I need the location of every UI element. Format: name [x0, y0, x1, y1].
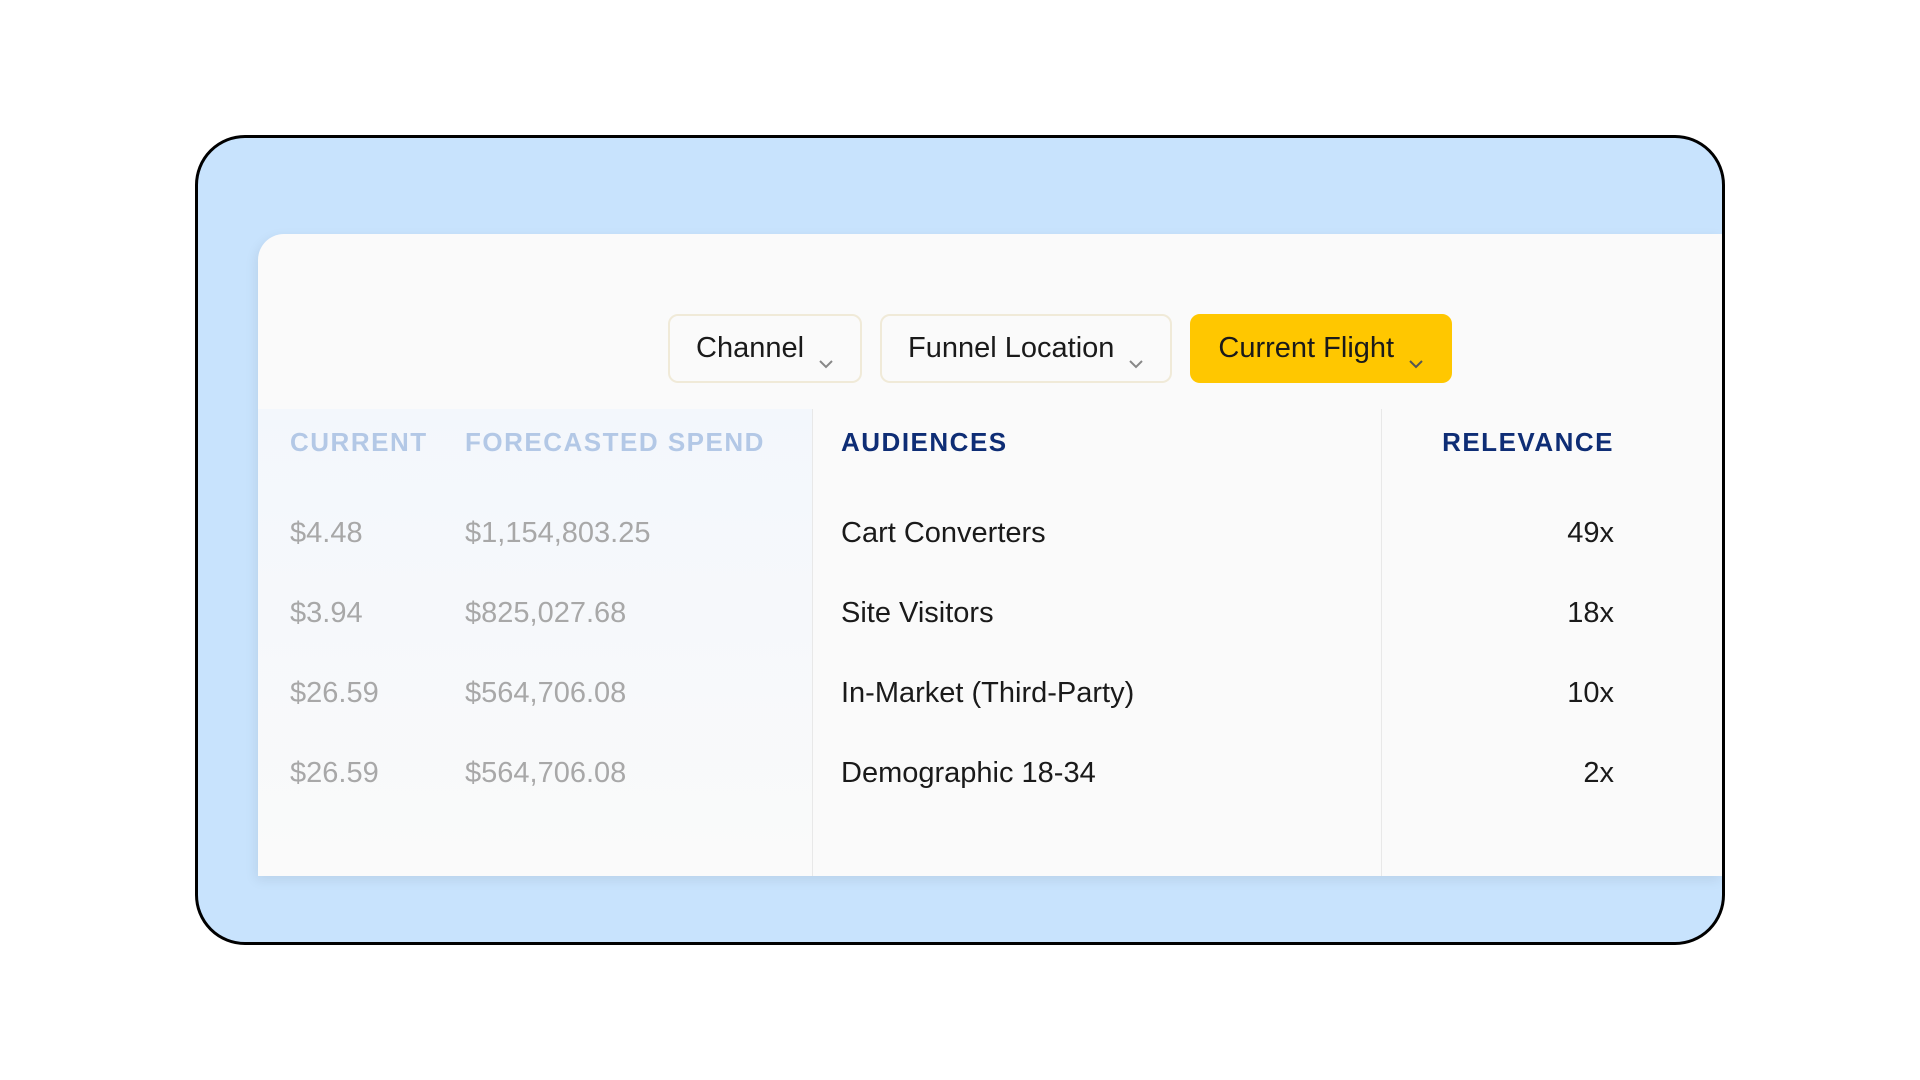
right-pane: AUDIENCES Cart Converters Site Visitors …: [812, 409, 1662, 876]
table-cell: $564,706.08: [465, 733, 812, 813]
funnel-filter-label: Funnel Location: [908, 332, 1114, 365]
table-cell: 49x: [1382, 493, 1614, 573]
dashboard-card: Channel Funnel Location Current Flight: [258, 234, 1722, 876]
current-column: CURRENT $4.48 $3.94 $26.59 $26.59: [258, 409, 453, 876]
forecasted-header: FORECASTED SPEND: [465, 409, 812, 475]
table-cell: 18x: [1382, 573, 1614, 653]
table-cell: Demographic 18-34: [841, 733, 1381, 813]
relevance-header: RELEVANCE: [1382, 409, 1614, 475]
data-table: CURRENT $4.48 $3.94 $26.59 $26.59 FORECA…: [258, 409, 1662, 876]
table-cell: $4.48: [290, 493, 453, 573]
table-cell: $564,706.08: [465, 653, 812, 733]
channel-filter-button[interactable]: Channel: [668, 314, 862, 383]
flight-filter-label: Current Flight: [1218, 332, 1394, 365]
relevance-column: RELEVANCE 49x 18x 10x 2x: [1382, 409, 1662, 876]
table-cell: $3.94: [290, 573, 453, 653]
table-cell: Cart Converters: [841, 493, 1381, 573]
table-cell: 2x: [1382, 733, 1614, 813]
chevron-down-icon: [1128, 344, 1144, 354]
forecasted-column: FORECASTED SPEND $1,154,803.25 $825,027.…: [453, 409, 812, 876]
table-cell: In-Market (Third-Party): [841, 653, 1381, 733]
chevron-down-icon: [1408, 344, 1424, 354]
audiences-header: AUDIENCES: [841, 409, 1381, 475]
current-flight-filter-button[interactable]: Current Flight: [1190, 314, 1452, 383]
left-pane: CURRENT $4.48 $3.94 $26.59 $26.59 FORECA…: [258, 409, 812, 876]
table-cell: $825,027.68: [465, 573, 812, 653]
current-header: CURRENT: [290, 409, 453, 475]
outer-frame: Channel Funnel Location Current Flight: [195, 135, 1725, 945]
table-cell: Site Visitors: [841, 573, 1381, 653]
table-cell: $26.59: [290, 653, 453, 733]
funnel-location-filter-button[interactable]: Funnel Location: [880, 314, 1172, 383]
filters-row: Channel Funnel Location Current Flight: [668, 314, 1452, 383]
table-cell: 10x: [1382, 653, 1614, 733]
chevron-down-icon: [818, 344, 834, 354]
channel-filter-label: Channel: [696, 332, 804, 365]
table-cell: $1,154,803.25: [465, 493, 812, 573]
audiences-column: AUDIENCES Cart Converters Site Visitors …: [813, 409, 1382, 876]
table-cell: $26.59: [290, 733, 453, 813]
